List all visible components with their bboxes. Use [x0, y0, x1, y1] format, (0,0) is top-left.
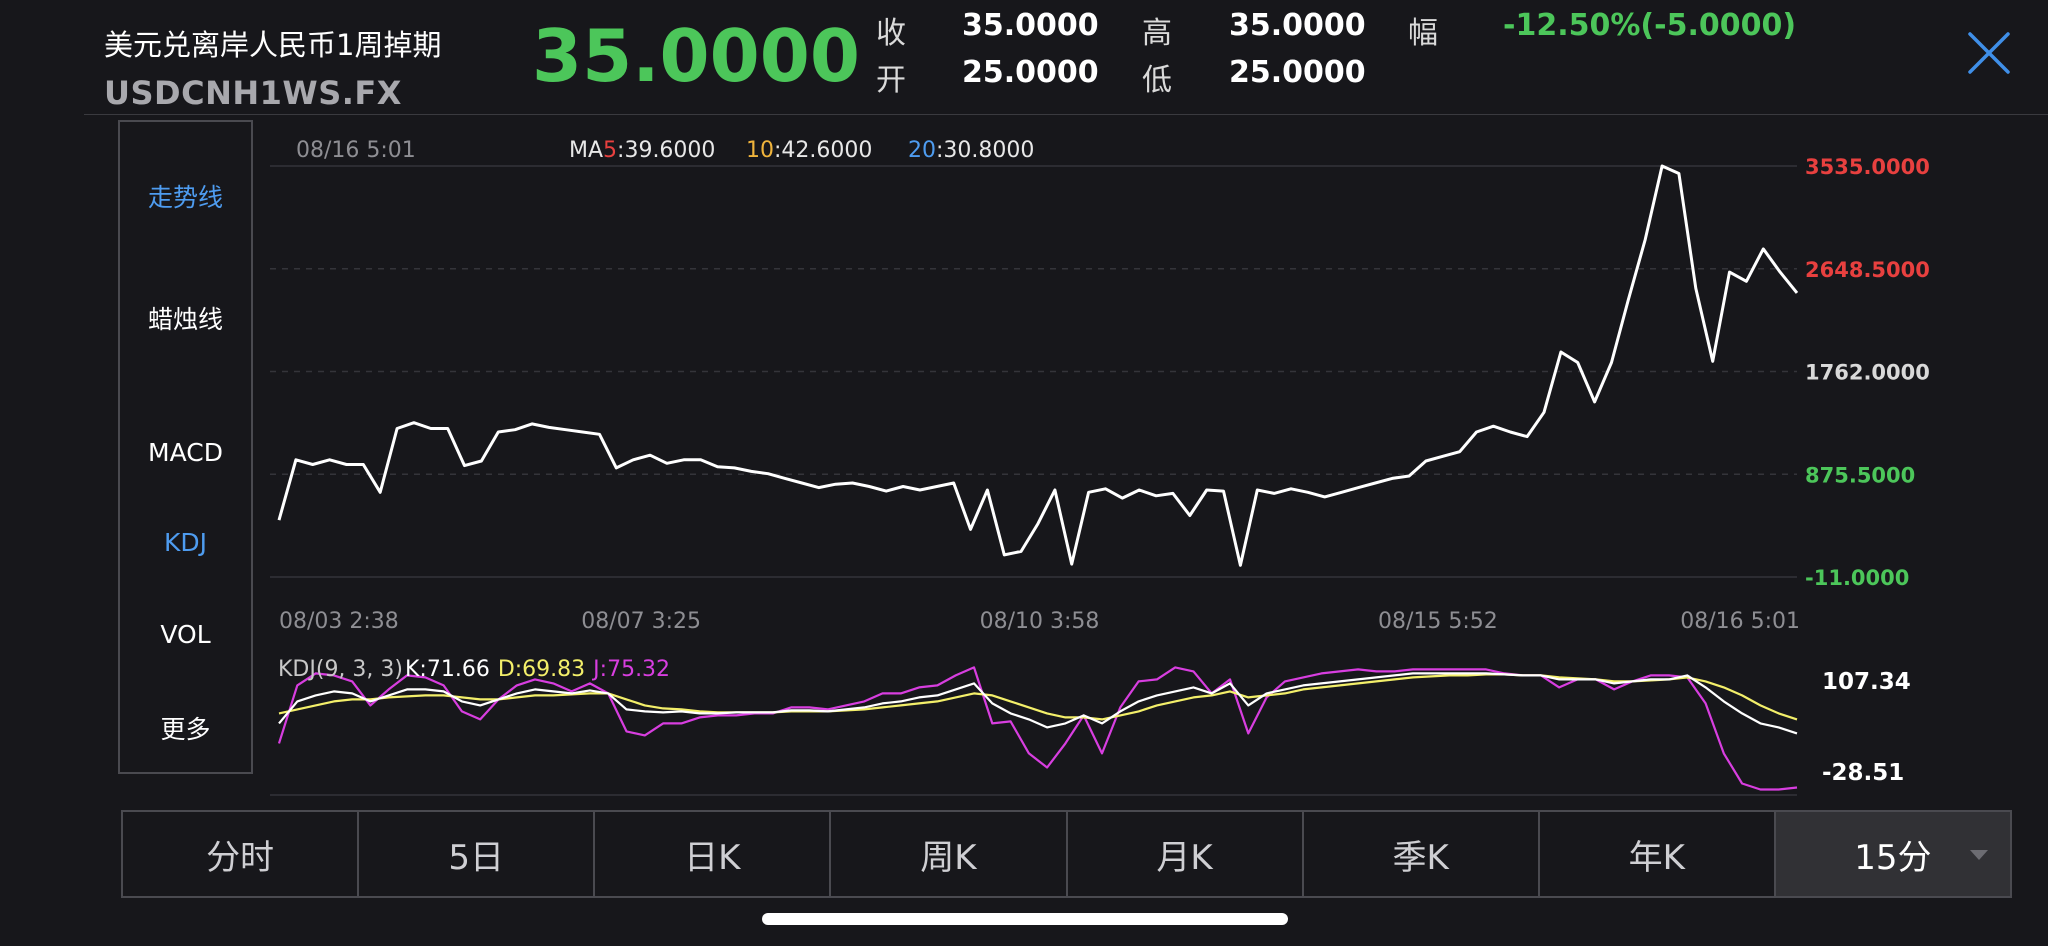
high-value: 35.0000	[1229, 8, 1366, 43]
open-value: 25.0000	[962, 55, 1099, 90]
instrument-code: USDCNH1WS.FX	[104, 74, 402, 112]
ma10-value: :42.6000	[774, 138, 872, 163]
tab-label: 5日	[448, 837, 504, 878]
tab-label: 周K	[920, 837, 977, 878]
tab-label: 15分	[1854, 837, 1932, 878]
indicator-panel	[118, 120, 253, 774]
x-tick-label: 08/03 2:38	[279, 609, 399, 634]
high-label: 高	[1142, 16, 1172, 51]
kdj-legend: KDJ(9, 3, 3)K:71.66 D:69.83 J:75.32	[278, 657, 670, 682]
kdj-min-label: -28.51	[1822, 760, 1904, 786]
ma10-legend: 10:42.6000	[746, 138, 872, 163]
period-tabs: 分时 5日 日K 周K 月K 季K 年K 15分	[121, 810, 2012, 898]
tab-label: 季K	[1392, 837, 1449, 878]
side-item-4[interactable]: VOL	[160, 620, 211, 649]
price-line	[277, 164, 1799, 567]
kdj-max-label: 107.34	[1822, 669, 1911, 695]
ma20-value: :30.8000	[936, 138, 1034, 163]
x-tick-label: 08/07 3:25	[581, 609, 701, 634]
close-value: 35.0000	[962, 8, 1099, 43]
dropdown-caret-icon	[1970, 850, 1988, 860]
close-icon[interactable]	[1966, 30, 2012, 76]
tab-label: 日K	[684, 837, 741, 878]
kdj-k-line	[278, 672, 1798, 735]
ma-legend: MA5:39.6000	[569, 138, 715, 163]
x-tick-label: 08/15 5:52	[1378, 609, 1498, 634]
y-tick-label: 875.5000	[1805, 463, 1915, 487]
home-indicator[interactable]	[762, 913, 1288, 925]
x-tick-label: 08/10 3:58	[980, 609, 1100, 634]
close-label: 收	[876, 16, 906, 51]
side-item-2[interactable]: MACD	[148, 438, 223, 467]
chart-area[interactable]: 3535.0000 2648.5000 1762.0000 875.5000 -11.0…	[0, 0, 2048, 800]
tab-3[interactable]: 周K	[831, 812, 1068, 896]
instrument-title: 美元兑离岸人民币1周掉期	[104, 28, 442, 62]
ma20-key: 20	[908, 138, 936, 163]
tab-label: 分时	[206, 837, 275, 878]
tab-5[interactable]: 季K	[1304, 812, 1540, 896]
tab-7[interactable]: 15分	[1775, 812, 2010, 896]
low-value: 25.0000	[1229, 55, 1366, 90]
kdj-d: D:69.83	[498, 657, 585, 682]
side-item-5[interactable]: 更多	[160, 715, 211, 744]
y-tick-label: -11.0000	[1805, 566, 1909, 590]
tab-6[interactable]: 年K	[1540, 812, 1776, 896]
cursor-time: 08/16 5:01	[296, 138, 416, 163]
range-value: -12.50%(-5.0000)	[1503, 8, 1797, 43]
tab-2[interactable]: 日K	[595, 812, 832, 896]
tab-0[interactable]: 分时	[123, 812, 360, 896]
side-item-0[interactable]: 走势线	[147, 183, 223, 212]
y-tick-label: 2648.5000	[1805, 258, 1930, 282]
tab-label: 月K	[1156, 837, 1213, 878]
ma5-key: 5	[603, 138, 617, 163]
low-label: 低	[1142, 63, 1172, 98]
last-price: 35.0000	[532, 14, 860, 98]
kdj-j-line	[277, 666, 1798, 791]
ma20-legend: 20:30.8000	[908, 138, 1034, 163]
ma10-key: 10	[746, 138, 774, 163]
tab-1[interactable]: 5日	[359, 812, 596, 896]
tab-label: 年K	[1628, 837, 1685, 878]
side-item-3[interactable]: KDJ	[163, 528, 208, 557]
y-tick-label: 3535.0000	[1805, 155, 1930, 179]
kdj-k: K:71.66	[405, 657, 490, 682]
header-divider	[84, 114, 2048, 115]
y-tick-label: 1762.0000	[1805, 361, 1930, 385]
kdj-j: J:75.32	[591, 657, 670, 682]
x-tick-label: 08/16 5:01	[1680, 609, 1800, 634]
ma5-value: :39.6000	[617, 138, 715, 163]
range-label: 幅	[1408, 16, 1438, 51]
side-item-1[interactable]: 蜡烛线	[147, 305, 223, 334]
tab-4[interactable]: 月K	[1068, 812, 1304, 896]
kdj-label: KDJ(9, 3, 3)	[278, 657, 403, 682]
open-label: 开	[876, 63, 906, 98]
ma-label: MA	[569, 138, 603, 163]
